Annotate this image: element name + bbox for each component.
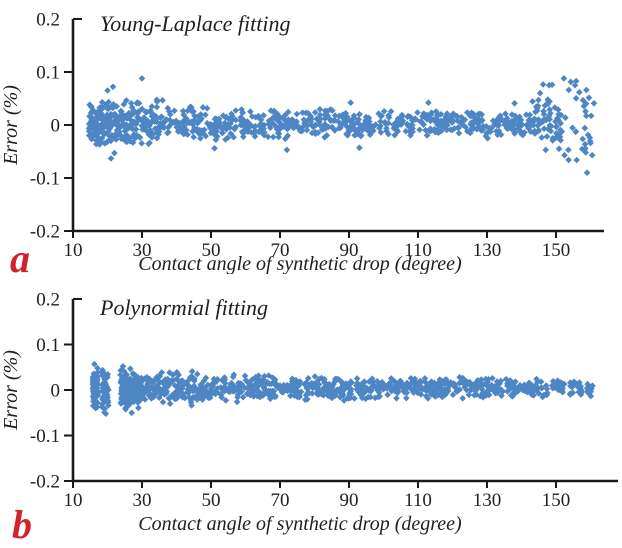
x-tick-label-a-130: 130 [473, 240, 502, 261]
panel-b-corner-letter: b [12, 502, 32, 547]
y-tick-label-a-0: 0 [51, 116, 61, 137]
axes-a: 0.2 0.1 0 -0.1 -0.210 30 50 70 90 110 130 150 [30, 10, 604, 261]
x-tick-label-b-150: 150 [542, 490, 571, 511]
scatter-points-a [85, 75, 598, 176]
x-tick-label-b-110: 110 [404, 490, 432, 511]
y-tick-label-b-0: 0 [51, 381, 61, 402]
y-tick-label-a-0.2: 0.2 [36, 10, 60, 31]
y-tick-label-b-0.1: 0.1 [36, 335, 60, 356]
panel-a-corner-letter: a [10, 236, 30, 274]
y-tick-label-b-0.2: 0.2 [36, 290, 60, 311]
x-tick-label-b-50: 50 [202, 490, 221, 511]
plot-b-title: Polynormial fitting [99, 295, 268, 320]
y-tick-label-a-0.1: 0.1 [36, 63, 60, 84]
plot-b-x-axis-title: Contact angle of synthetic drop (degree) [138, 513, 462, 535]
x-tick-label-b-10: 10 [64, 490, 83, 511]
x-tick-label-a-50: 50 [202, 240, 221, 261]
plot-b: 0.2 0.1 0 -0.1 -0.210 30 50 70 90 110 130 150 Polyn… [0, 290, 618, 547]
x-tick-label-b-90: 90 [340, 490, 359, 511]
y-tick-label-a--0.1: -0.1 [30, 169, 60, 190]
plot-a: 0.2 0.1 0 -0.1 -0.210 30 50 70 90 110 130 150 Young… [0, 10, 604, 274]
x-tick-label-a-90: 90 [340, 240, 359, 261]
x-tick-label-a-110: 110 [404, 240, 432, 261]
x-tick-label-a-10: 10 [64, 240, 83, 261]
x-tick-label-a-70: 70 [271, 240, 290, 261]
x-tick-label-a-150: 150 [542, 240, 571, 261]
plot-a-y-axis-title: Error (%) [0, 85, 22, 166]
x-tick-label-b-130: 130 [473, 490, 502, 511]
y-tick-label-b--0.2: -0.2 [30, 472, 60, 493]
plot-a-x-axis-title: Contact angle of synthetic drop (degree) [138, 253, 462, 274]
x-tick-label-b-70: 70 [271, 490, 290, 511]
panel-b: 0.2 0.1 0 -0.1 -0.2 10 30 50 70 90 110 130 150 Polyn… [0, 274, 622, 548]
axes-b: 0.2 0.1 0 -0.1 -0.210 30 50 70 90 110 130 150 [30, 290, 618, 511]
y-tick-label-a--0.2: -0.2 [30, 222, 60, 243]
plot-a-title: Young-Laplace fitting [100, 11, 290, 36]
x-tick-label-a-30: 30 [133, 240, 152, 261]
panel-a: 0.2 0.1 0 -0.1 -0.2 10 30 50 70 90 110 130 150 Young… [0, 10, 604, 274]
scatter-points-b [89, 360, 596, 417]
plot-b-y-axis-title: Error (%) [0, 350, 22, 431]
y-tick-label-b--0.1: -0.1 [30, 426, 60, 447]
x-tick-label-b-30: 30 [133, 490, 152, 511]
